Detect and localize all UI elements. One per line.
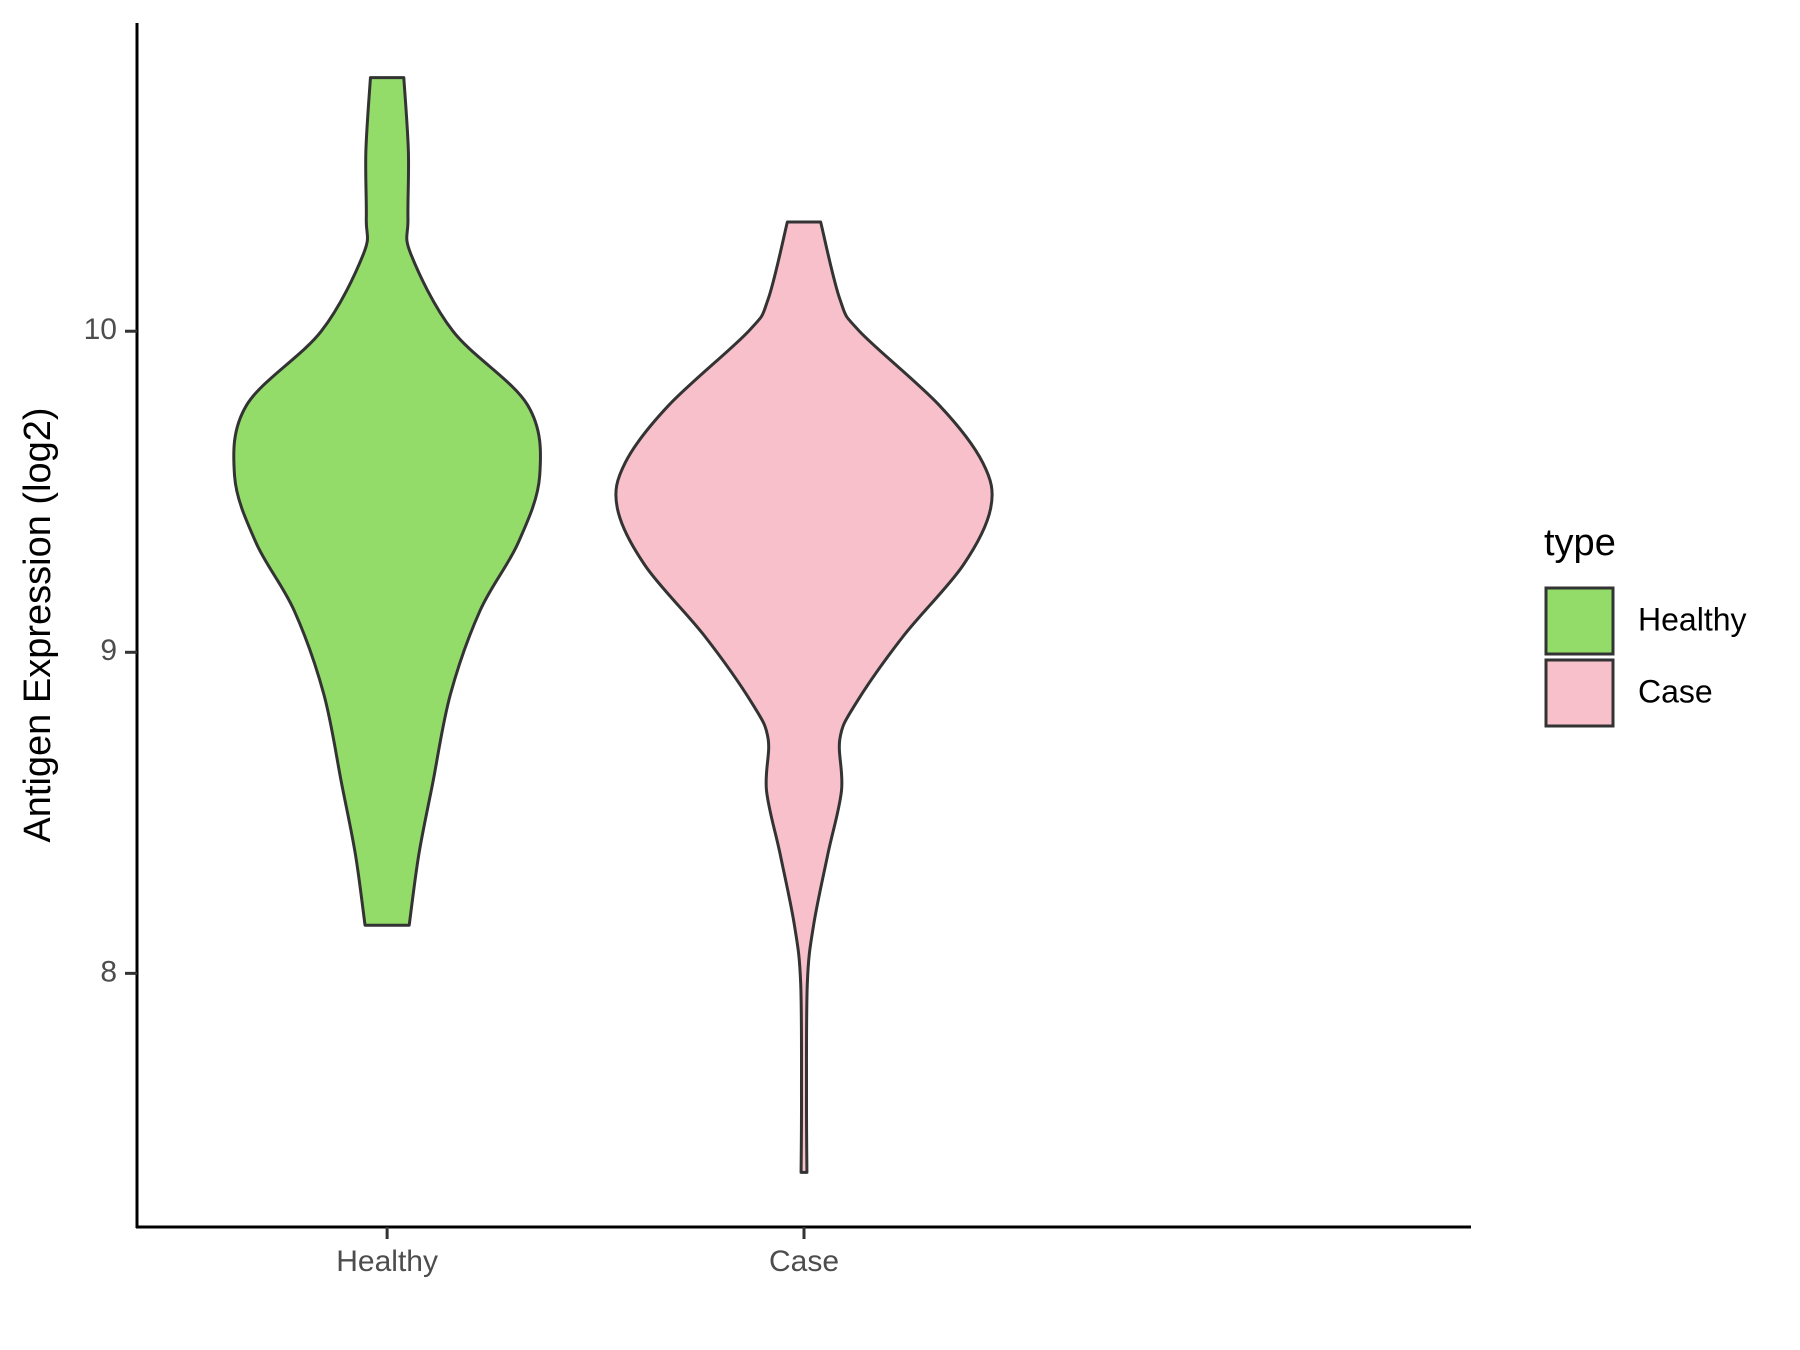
legend-key	[1544, 658, 1615, 728]
y-tick-label: 9	[100, 634, 117, 667]
y-tick-label: 8	[100, 955, 117, 988]
x-tick-label: Healthy	[336, 1245, 438, 1278]
x-tick-label: Case	[769, 1245, 839, 1278]
legend-title: type	[1544, 522, 1616, 564]
violin	[614, 220, 994, 1174]
violin	[232, 76, 542, 927]
y-axis-title: Antigen Expression (log2)	[17, 407, 59, 842]
legend-key	[1544, 586, 1615, 656]
legend-label: Healthy	[1638, 601, 1747, 637]
y-tick-label: 10	[84, 313, 117, 346]
legend-label: Case	[1638, 673, 1713, 709]
